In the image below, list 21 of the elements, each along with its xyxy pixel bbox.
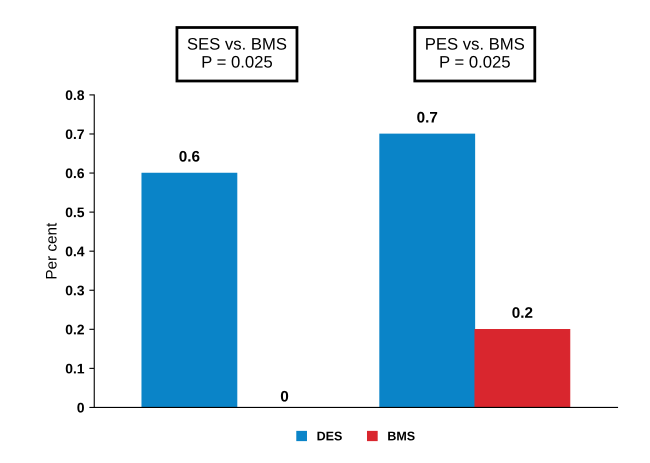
y-tick-label: 0.8	[66, 90, 84, 100]
y-tick-label: 0.2	[66, 324, 84, 334]
y-axis-title: Per cent	[46, 222, 57, 278]
text: SES vs. BMS P = 0.025	[188, 38, 286, 68]
y-tick-label: 0.4	[66, 246, 84, 256]
y-tick-label: 0.5	[66, 207, 84, 218]
y-tick-label: 0.6	[66, 168, 84, 178]
y-tick-label: 0.1	[66, 364, 84, 374]
bar	[141, 172, 238, 408]
data-label: 0.6	[179, 150, 200, 162]
bar	[379, 134, 476, 408]
data-label: 0	[280, 390, 288, 402]
y-tick-label: 0	[77, 402, 84, 413]
bar	[474, 328, 570, 408]
y-tick-label: 0.7	[66, 129, 84, 140]
y-tick-label: 0.3	[66, 286, 84, 296]
data-label: 0.7	[417, 112, 438, 123]
data-label: 0.2	[512, 307, 532, 318]
legend-label: DES	[317, 432, 342, 440]
legend-label: BMS	[388, 432, 415, 440]
text: PES vs. BMS P = 0.025	[426, 38, 524, 68]
